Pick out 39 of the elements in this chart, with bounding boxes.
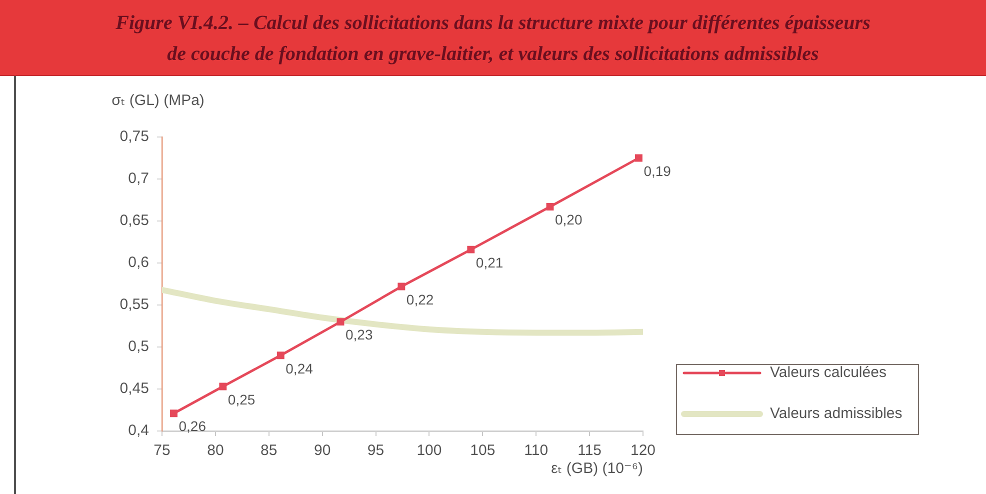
annotation: 0,22 (406, 291, 434, 308)
annotation: 0,23 (346, 326, 373, 343)
text: Valeurs admissibles (770, 405, 902, 422)
annotation: 0,19 (644, 162, 672, 179)
point (170, 410, 178, 418)
y-tick-label: 0,55 (120, 296, 149, 314)
point (336, 318, 344, 326)
x-tick-label: 95 (367, 442, 384, 460)
y-tick-label: 0,6 (128, 254, 149, 272)
chart-title: Figure VI.4.2. – Calcul des sollicitations dans la structure mixte pour différentes épaisseurs de couche de fondation en grave-laitier, et valeurs des sollicitations admissibles (114, 11, 872, 67)
x-axis-title: εₜ (GB) (10⁻⁶) (551, 460, 644, 478)
x-tick-label: 85 (260, 442, 278, 460)
x-tick-label: 90 (314, 442, 331, 460)
x-tick-label: 120 (630, 442, 656, 460)
y-tick-label: 0,5 (128, 338, 149, 356)
y-tick-label: 0,45 (120, 380, 149, 398)
y-tick-label: 0,75 (120, 128, 149, 146)
annotation: 0,20 (555, 212, 582, 228)
annotation: 0,26 (178, 418, 206, 434)
x-tick-label: 110 (524, 442, 548, 460)
x-tick-label: 100 (416, 442, 442, 460)
y-tick-label: 0,4 (128, 422, 149, 440)
x-tick-label: 75 (154, 442, 170, 460)
x-tick-label: 80 (207, 442, 224, 460)
point (398, 282, 406, 290)
point (276, 352, 284, 360)
x-tick-label: 105 (470, 442, 496, 460)
y-tick-label: 0,7 (128, 170, 149, 188)
annotation: 0,25 (228, 391, 256, 408)
y-axis-title: σₜ (GL) (MPa) (112, 92, 204, 110)
point (635, 154, 642, 162)
annotation: 0,24 (286, 360, 314, 376)
point (546, 202, 554, 210)
annotation: 0,21 (476, 254, 504, 270)
text: Valeurs calculées (770, 364, 886, 382)
point (219, 382, 227, 390)
point (467, 246, 475, 254)
x-tick-label: 115 (578, 442, 602, 460)
y-tick-label: 0,65 (120, 212, 149, 230)
